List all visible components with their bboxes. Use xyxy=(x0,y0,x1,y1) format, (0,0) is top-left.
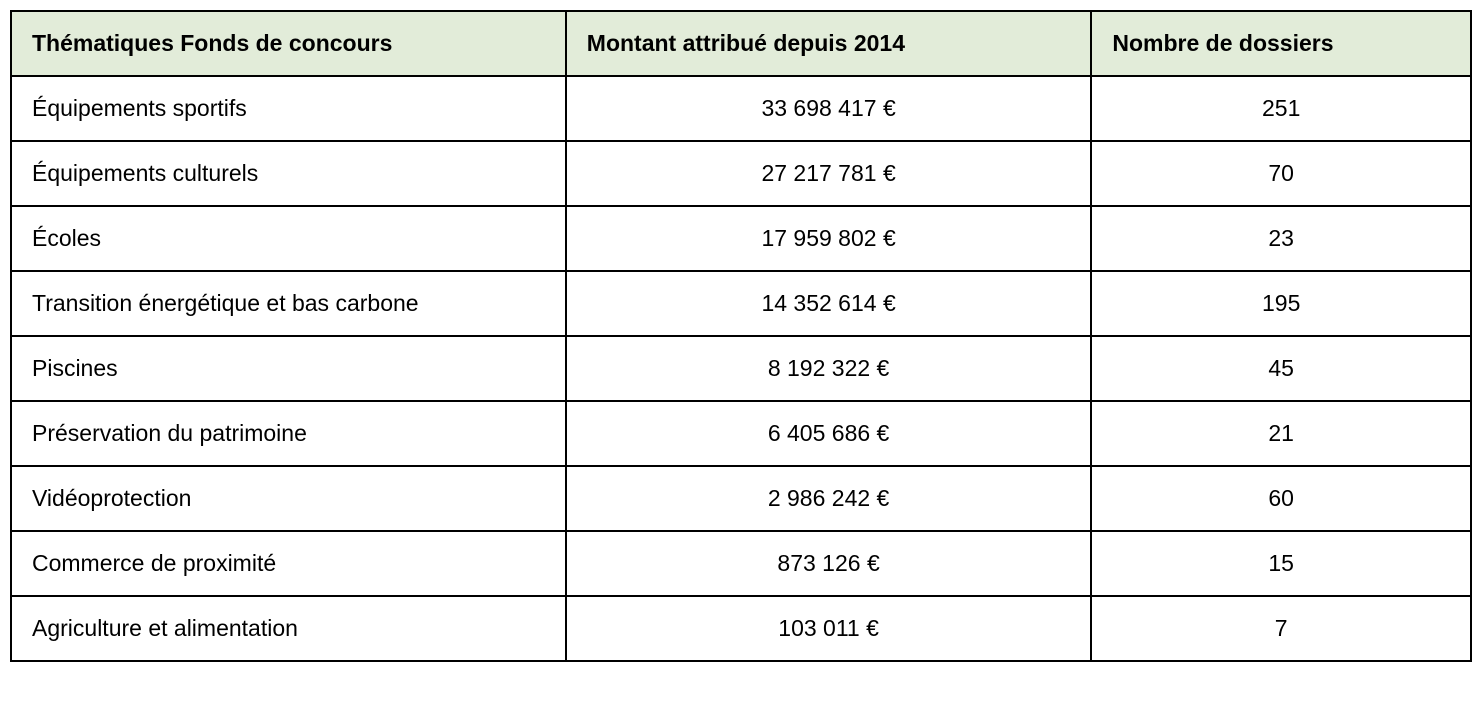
cell-count: 21 xyxy=(1091,401,1471,466)
header-count: Nombre de dossiers xyxy=(1091,11,1471,76)
cell-count: 70 xyxy=(1091,141,1471,206)
cell-theme: Transition énergétique et bas carbone xyxy=(11,271,566,336)
cell-theme: Piscines xyxy=(11,336,566,401)
cell-count: 195 xyxy=(1091,271,1471,336)
cell-theme: Agriculture et alimentation xyxy=(11,596,566,661)
table-row: Piscines 8 192 322 € 45 xyxy=(11,336,1471,401)
cell-count: 60 xyxy=(1091,466,1471,531)
table-row: Équipements culturels 27 217 781 € 70 xyxy=(11,141,1471,206)
table-row: Préservation du patrimoine 6 405 686 € 2… xyxy=(11,401,1471,466)
table-header: Thématiques Fonds de concours Montant at… xyxy=(11,11,1471,76)
table-row: Équipements sportifs 33 698 417 € 251 xyxy=(11,76,1471,141)
header-amount: Montant attribué depuis 2014 xyxy=(566,11,1092,76)
cell-theme: Préservation du patrimoine xyxy=(11,401,566,466)
cell-count: 7 xyxy=(1091,596,1471,661)
table-body: Équipements sportifs 33 698 417 € 251 Éq… xyxy=(11,76,1471,661)
cell-amount: 103 011 € xyxy=(566,596,1092,661)
cell-amount: 6 405 686 € xyxy=(566,401,1092,466)
cell-amount: 17 959 802 € xyxy=(566,206,1092,271)
cell-count: 45 xyxy=(1091,336,1471,401)
cell-theme: Vidéoprotection xyxy=(11,466,566,531)
cell-count: 251 xyxy=(1091,76,1471,141)
cell-amount: 33 698 417 € xyxy=(566,76,1092,141)
cell-amount: 873 126 € xyxy=(566,531,1092,596)
funds-table: Thématiques Fonds de concours Montant at… xyxy=(10,10,1472,662)
table-row: Transition énergétique et bas carbone 14… xyxy=(11,271,1471,336)
cell-amount: 14 352 614 € xyxy=(566,271,1092,336)
cell-count: 23 xyxy=(1091,206,1471,271)
cell-amount: 2 986 242 € xyxy=(566,466,1092,531)
header-row: Thématiques Fonds de concours Montant at… xyxy=(11,11,1471,76)
cell-amount: 27 217 781 € xyxy=(566,141,1092,206)
cell-theme: Écoles xyxy=(11,206,566,271)
header-theme: Thématiques Fonds de concours xyxy=(11,11,566,76)
table-row: Écoles 17 959 802 € 23 xyxy=(11,206,1471,271)
table-row: Vidéoprotection 2 986 242 € 60 xyxy=(11,466,1471,531)
cell-theme: Commerce de proximité xyxy=(11,531,566,596)
cell-amount: 8 192 322 € xyxy=(566,336,1092,401)
table-row: Commerce de proximité 873 126 € 15 xyxy=(11,531,1471,596)
table-row: Agriculture et alimentation 103 011 € 7 xyxy=(11,596,1471,661)
cell-theme: Équipements culturels xyxy=(11,141,566,206)
cell-theme: Équipements sportifs xyxy=(11,76,566,141)
cell-count: 15 xyxy=(1091,531,1471,596)
